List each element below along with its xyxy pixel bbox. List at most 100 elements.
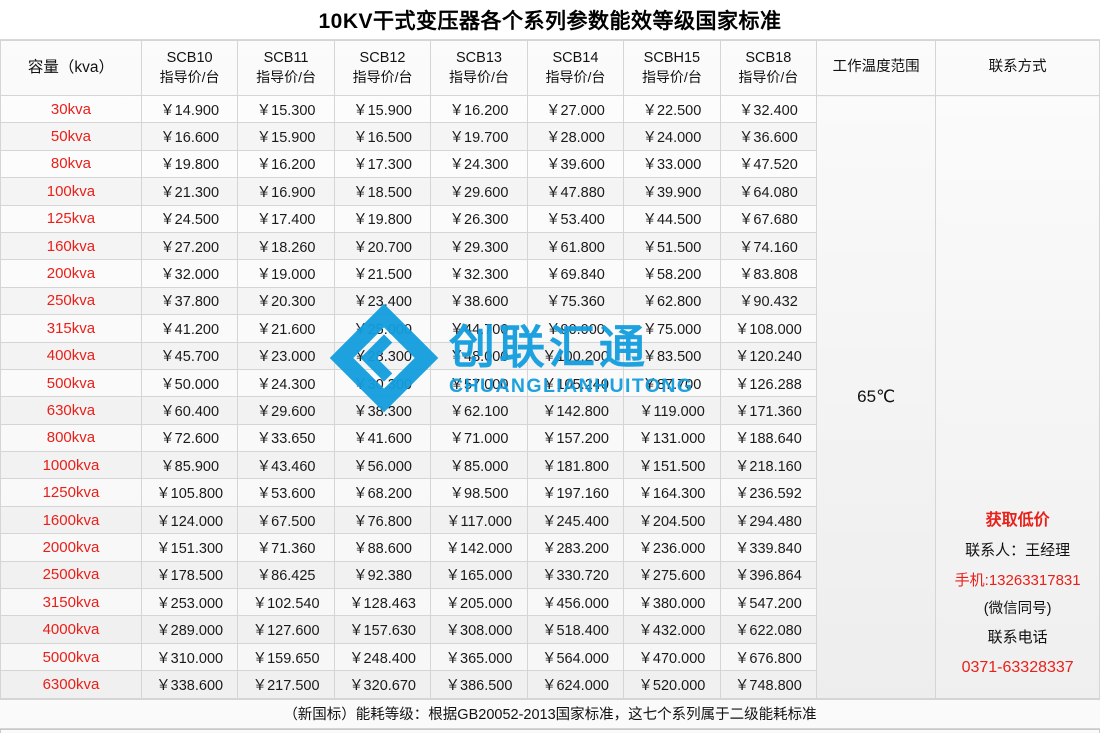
price-cell-scb10: ￥60.400: [140, 396, 239, 425]
header-scb13: SCB13 指导价/台: [430, 40, 528, 96]
capacity-cell: 2000kva: [0, 533, 142, 562]
price-cell-scb11: ￥159.650: [237, 642, 335, 672]
price-cell-scb11: ￥16.200: [237, 149, 335, 179]
price-cell-scbh15: ￥275.600: [623, 560, 721, 590]
price-cell-scb18: ￥120.240: [719, 341, 818, 370]
contact-cell: 获取低价 联系人：王经理 手机:13263317831 (微信同号) 联系电话 0371-…: [935, 95, 1100, 699]
price-cell-scb14: ￥245.400: [526, 505, 625, 535]
table-row: 2500kva ￥178.500 ￥86.425 ￥92.380 ￥165.000 ￥33…: [0, 560, 1100, 590]
price-cell-scb13: ￥29.600: [430, 177, 528, 206]
price-cell-scb18: ￥748.800: [719, 670, 818, 699]
price-cell-scb13: ￥165.000: [430, 560, 528, 590]
price-cell-scb12: ￥19.800: [333, 204, 432, 233]
price-cell-scb13: ￥16.200: [430, 94, 528, 124]
table-row: 5000kva ￥310.000 ￥159.650 ￥248.400 ￥365.000 ￥…: [0, 642, 1100, 672]
price-cell-scbh15: ￥24.000: [623, 122, 721, 151]
price-cell-scb11: ￥24.300: [237, 368, 335, 398]
price-cell-scb14: ￥181.800: [526, 451, 625, 480]
header-capacity: 容量（kva）: [0, 40, 142, 96]
header-scb12-sub: 指导价/台: [352, 69, 413, 86]
price-cell-scb12: ￥18.500: [333, 177, 432, 206]
price-cell-scb11: ￥20.300: [237, 286, 335, 316]
price-cell-scb18: ￥126.288: [719, 368, 818, 398]
price-cell-scb18: ￥83.808: [719, 259, 818, 288]
price-cell-scbh15: ￥83.500: [623, 341, 721, 370]
price-cell-scb14: ￥564.000: [526, 642, 625, 672]
price-cell-scb11: ￥23.000: [237, 341, 335, 370]
price-cell-scbh15: ￥75.000: [623, 314, 721, 343]
table-row: 6300kva ￥338.600 ￥217.500 ￥320.670 ￥386.500 ￥…: [0, 670, 1100, 699]
price-cell-scbh15: ￥164.300: [623, 478, 721, 507]
price-cell-scb14: ￥47.880: [526, 177, 625, 206]
page-title-bar: 10KV干式变压器各个系列参数能效等级国家标准: [0, 0, 1100, 40]
table-row: 4000kva ￥289.000 ￥127.600 ￥157.630 ￥308.000 ￥…: [0, 615, 1100, 644]
price-cell-scb12: ￥38.300: [333, 396, 432, 425]
price-cell-scbh15: ￥51.500: [623, 231, 721, 261]
price-cell-scb10: ￥32.000: [140, 259, 239, 288]
price-cell-scb10: ￥253.000: [140, 588, 239, 617]
capacity-cell: 80kva: [0, 149, 142, 179]
price-cell-scbh15: ￥151.500: [623, 451, 721, 480]
capacity-cell: 5000kva: [0, 642, 142, 672]
price-cell-scb14: ￥518.400: [526, 615, 625, 644]
price-cell-scbh15: ￥39.900: [623, 177, 721, 206]
header-scb11-sub: 指导价/台: [256, 69, 317, 86]
header-scbh15: SCBH15 指导价/台: [623, 40, 721, 96]
header-scb11: SCB11 指导价/台: [237, 40, 335, 96]
price-cell-scb11: ￥53.600: [237, 478, 335, 507]
contact-mobile[interactable]: 手机:13263317831: [954, 571, 1081, 589]
price-cell-scb12: ￥157.630: [333, 615, 432, 644]
price-cell-scb10: ￥72.600: [140, 423, 239, 453]
price-cell-scb13: ￥32.300: [430, 259, 528, 288]
price-cell-scb18: ￥547.200: [719, 588, 818, 617]
price-cell-scbh15: ￥62.800: [623, 286, 721, 316]
price-cell-scb18: ￥188.640: [719, 423, 818, 453]
price-cell-scb11: ￥18.260: [237, 231, 335, 261]
table-row: 1250kva ￥105.800 ￥53.600 ￥68.200 ￥98.500 ￥197…: [0, 478, 1100, 507]
table-row: 630kva ￥60.400 ￥29.600 ￥38.300 ￥62.100 ￥142.8…: [0, 396, 1100, 425]
table-row: 50kva ￥16.600 ￥15.900 ￥16.500 ￥19.700 ￥28.000…: [0, 122, 1100, 151]
contact-phone[interactable]: 0371-63328337: [961, 659, 1074, 677]
price-cell-scb13: ￥98.500: [430, 478, 528, 507]
contact-person: 联系人：王经理: [965, 542, 1071, 560]
price-cell-scb18: ￥294.480: [719, 505, 818, 535]
price-cell-scb18: ￥218.160: [719, 451, 818, 480]
price-cell-scbh15: ￥22.500: [623, 94, 721, 124]
price-cell-scb18: ￥108.000: [719, 314, 818, 343]
capacity-cell: 2500kva: [0, 560, 142, 590]
price-cell-scb10: ￥310.000: [140, 642, 239, 672]
price-cell-scb18: ￥47.520: [719, 149, 818, 179]
price-cell-scb14: ￥61.800: [526, 231, 625, 261]
capacity-cell: 4000kva: [0, 615, 142, 644]
header-scb18: SCB18 指导价/台: [719, 40, 818, 96]
price-cell-scb10: ￥105.800: [140, 478, 239, 507]
table-row: 2000kva ￥151.300 ￥71.360 ￥88.600 ￥142.000 ￥28…: [0, 533, 1100, 562]
price-cell-scb11: ￥217.500: [237, 670, 335, 699]
price-cell-scb11: ￥19.000: [237, 259, 335, 288]
price-cell-scb12: ￥76.800: [333, 505, 432, 535]
price-cell-scbh15: ￥204.500: [623, 505, 721, 535]
price-cell-scbh15: ￥520.000: [623, 670, 721, 699]
contact-block: 获取低价 联系人：王经理 手机:13263317831 (微信同号) 联系电话 0371-…: [936, 505, 1099, 683]
capacity-cell: 160kva: [0, 231, 142, 261]
price-cell-scbh15: ￥44.500: [623, 204, 721, 233]
header-temperature: 工作温度范围: [816, 40, 937, 96]
table-row: 3150kva ￥253.000 ￥102.540 ￥128.463 ￥205.000 ￥…: [0, 588, 1100, 617]
capacity-cell: 1000kva: [0, 451, 142, 480]
price-cell-scb11: ￥16.900: [237, 177, 335, 206]
price-cell-scb13: ￥365.000: [430, 642, 528, 672]
price-cell-scb10: ￥19.800: [140, 149, 239, 179]
header-scb12: SCB12 指导价/台: [333, 40, 432, 96]
price-cell-scb11: ￥21.600: [237, 314, 335, 343]
price-cell-scb11: ￥33.650: [237, 423, 335, 453]
capacity-cell: 50kva: [0, 122, 142, 151]
price-cell-scbh15: ￥380.000: [623, 588, 721, 617]
price-cell-scb11: ￥43.460: [237, 451, 335, 480]
price-cell-scb10: ￥45.700: [140, 341, 239, 370]
capacity-cell: 1600kva: [0, 505, 142, 535]
header-scb14-name: SCB14: [552, 49, 599, 66]
price-cell-scbh15: ￥432.000: [623, 615, 721, 644]
price-cell-scbh15: ￥87.700: [623, 368, 721, 398]
price-cell-scb10: ￥37.800: [140, 286, 239, 316]
price-cell-scb12: ￥68.200: [333, 478, 432, 507]
